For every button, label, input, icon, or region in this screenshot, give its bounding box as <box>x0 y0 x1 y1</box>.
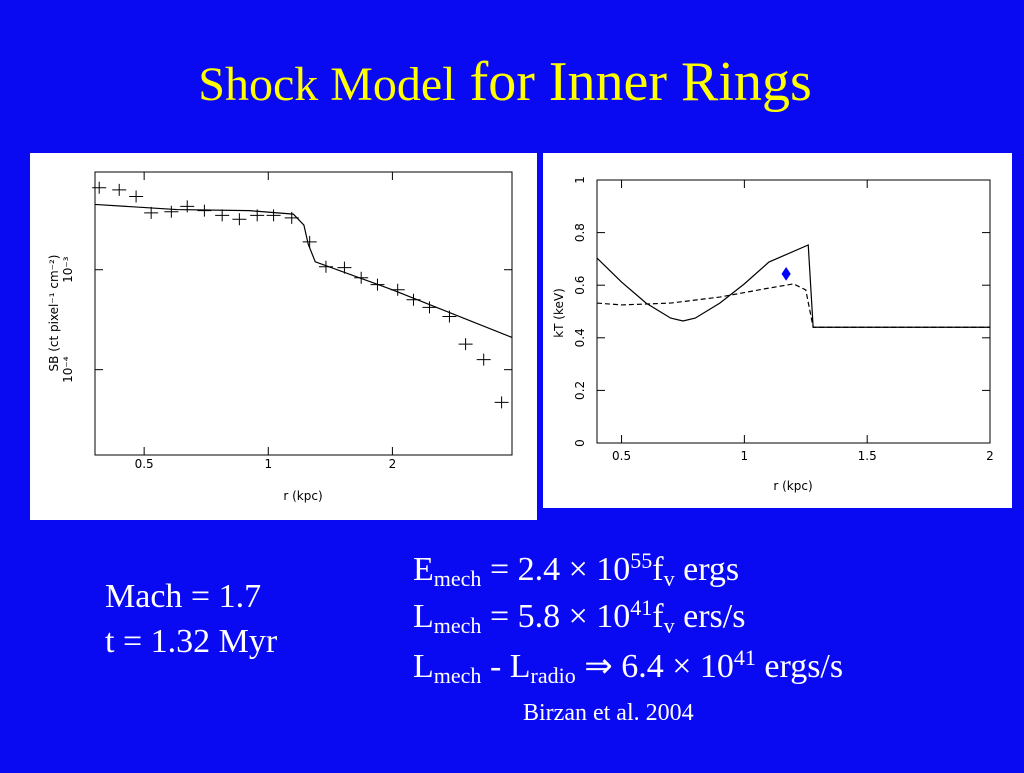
y-tick-label: 0.8 <box>573 223 587 242</box>
plot-frame <box>94 171 513 456</box>
equation-part: = 5.8 × 10 <box>481 598 630 635</box>
equation-part: mech <box>434 663 482 688</box>
data-point <box>164 205 179 218</box>
equation-part: radio <box>531 663 576 688</box>
x-tick-label: 1 <box>264 457 272 471</box>
data-point <box>337 261 352 274</box>
equation-part: v <box>664 613 675 638</box>
y-axis-label: SB (ct pixel⁻¹ cm⁻²) <box>47 255 61 372</box>
data-point <box>197 204 212 217</box>
slide-title: Shock Model for Inner Rings <box>198 51 811 113</box>
x-tick-label: 0.5 <box>612 449 631 463</box>
equation-part: ergs <box>675 551 740 588</box>
equation-part: = 2.4 × 10 <box>481 551 630 588</box>
equation-part: L <box>413 598 434 635</box>
param-text: t = 1.32 Myr <box>105 623 278 660</box>
equation-part: mech <box>434 613 482 638</box>
equation: Lmech - Lradio ⇒ 6.4 × 1041 ergs/s <box>413 645 843 688</box>
chart-panel <box>543 153 1012 508</box>
y-tick-label: 10⁻⁴ <box>61 356 75 383</box>
equation-part: v <box>664 566 675 591</box>
equation-part: ergs/s <box>756 648 843 685</box>
y-tick-label: 1 <box>573 176 587 184</box>
equation: Lmech = 5.8 × 1041fv ers/s <box>413 595 745 638</box>
data-point <box>144 206 159 219</box>
y-axis-label: kT (keV) <box>552 288 566 338</box>
x-axis-label: r (kpc) <box>773 479 812 493</box>
data-point <box>458 338 473 351</box>
data-point <box>354 271 369 284</box>
equation: Emech = 2.4 × 1055fv ergs <box>413 548 739 591</box>
data-point <box>476 353 491 366</box>
data-point <box>781 266 791 281</box>
x-tick-label: 1.5 <box>858 449 877 463</box>
equation-part: 41 <box>734 645 756 670</box>
model-line <box>94 203 513 339</box>
equation-part: ers/s <box>675 598 746 635</box>
equation-part: f <box>652 598 664 635</box>
equation-part: ⇒ 6.4 × 10 <box>576 648 734 685</box>
x-tick-label: 2 <box>986 449 994 463</box>
citation: Birzan et al. 2004 <box>523 700 694 726</box>
param-text: Mach = 1.7 <box>105 578 261 615</box>
y-tick-label: 10⁻³ <box>61 256 75 283</box>
data-point <box>180 200 195 213</box>
y-tick-label: 0.4 <box>573 328 587 347</box>
data-point <box>92 181 107 194</box>
equation-part: f <box>652 551 664 588</box>
plot-frame <box>596 179 991 444</box>
data-point <box>422 301 437 314</box>
equation-part: E <box>413 551 434 588</box>
data-point <box>494 396 509 409</box>
model-line <box>596 283 990 328</box>
x-axis-label: r (kpc) <box>283 489 322 503</box>
data-point <box>232 213 247 226</box>
equation-part: - L <box>481 648 530 685</box>
y-tick-label: 0 <box>573 439 587 447</box>
data-point <box>302 235 317 248</box>
y-tick-label: 0.6 <box>573 276 587 295</box>
title-part: for Inner Rings <box>470 51 812 113</box>
equation-part: L <box>413 648 434 685</box>
data-point <box>129 190 144 203</box>
equation-part: 55 <box>630 548 652 573</box>
x-tick-label: 0.5 <box>135 457 154 471</box>
model-line <box>596 244 990 328</box>
x-tick-label: 1 <box>741 449 749 463</box>
chart-panel <box>30 153 537 520</box>
x-tick-label: 2 <box>389 457 397 471</box>
equation-part: 41 <box>630 595 652 620</box>
data-point <box>215 209 230 222</box>
data-point <box>266 209 281 222</box>
equation-part: mech <box>434 566 482 591</box>
y-tick-label: 0.2 <box>573 381 587 400</box>
title-part: Shock Model <box>198 58 455 111</box>
data-point <box>112 183 127 196</box>
